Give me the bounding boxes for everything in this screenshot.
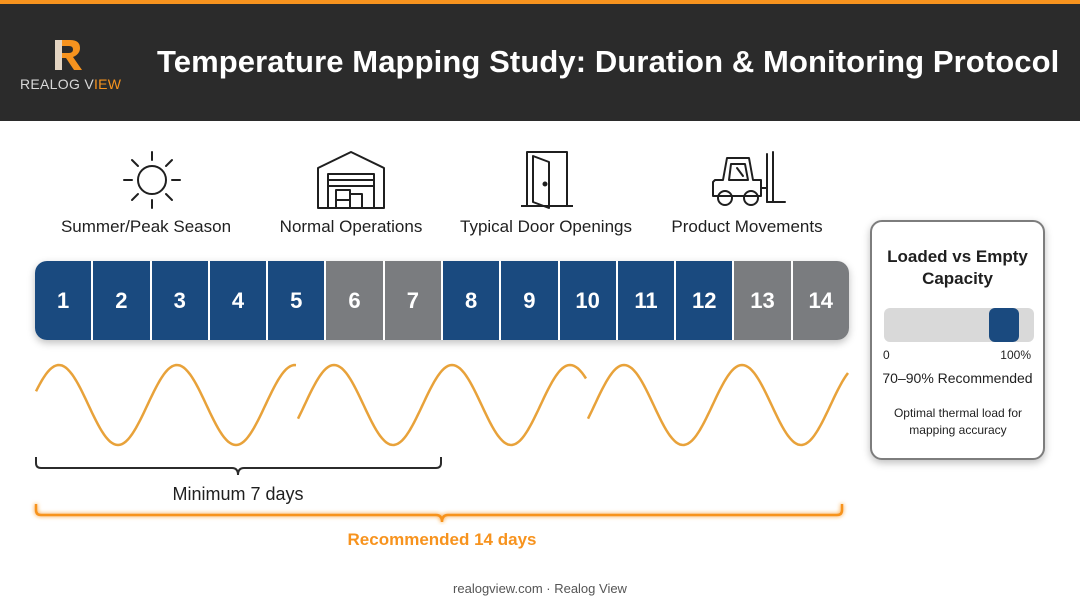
duration-brackets — [34, 457, 844, 523]
capacity-note: Optimal thermal load for mapping accurac… — [893, 406, 1023, 437]
capacity-gauge — [884, 308, 1034, 342]
day-cell: 4 — [209, 261, 269, 340]
logo-text: REALOG VIEW — [20, 76, 122, 92]
footer-credit: realogview.com · Realog View — [453, 581, 627, 596]
recommended-duration-label: Recommended 14 days — [347, 530, 537, 549]
day-cell: 8 — [442, 261, 502, 340]
warehouse-icon — [317, 151, 385, 209]
recommended-range-label: 70–90% Recommended — [882, 370, 1033, 386]
gauge-max-label: 100% — [1000, 348, 1031, 362]
feature-label-product: Product Movements — [671, 217, 823, 236]
capacity-card: Loaded vs Empty Capacity 0 100% 70–90% R… — [870, 220, 1045, 460]
day-cell: 12 — [676, 261, 735, 340]
feature-label-door: Typical Door Openings — [460, 217, 632, 236]
wave-segment-1 — [34, 363, 297, 447]
wave-segment-2 — [296, 363, 588, 447]
sun-icon — [123, 151, 181, 209]
day-cell: 2 — [93, 261, 152, 340]
header-bar: REALOG VIEW Temperature Mapping Study: D… — [0, 0, 1080, 121]
feature-label-summer: Summer/Peak Season — [60, 217, 232, 236]
feature-label-operations: Normal Operations — [279, 217, 423, 236]
capacity-card-title: Loaded vs Empty Capacity — [887, 247, 1028, 288]
door-icon — [521, 151, 573, 209]
day-cell: 9 — [501, 261, 560, 340]
logo: REALOG VIEW — [20, 38, 130, 98]
day-cell: 6 — [326, 261, 385, 340]
day-cell: 11 — [617, 261, 677, 340]
day-cell: 13 — [734, 261, 793, 340]
day-cell: 10 — [559, 261, 618, 340]
wave-segment-3 — [586, 363, 850, 447]
gauge-min-label: 0 — [883, 348, 890, 362]
minimum-bracket — [35, 457, 442, 476]
day-cell: 1 — [35, 261, 94, 340]
day-cell: 14 — [792, 261, 849, 340]
day-cell: 7 — [384, 261, 443, 340]
minimum-duration-label: Minimum 7 days — [172, 484, 304, 504]
day-cell: 3 — [151, 261, 210, 340]
temperature-wave — [34, 363, 850, 447]
recommended-bracket — [34, 504, 844, 523]
realog-logo-icon — [55, 40, 82, 70]
day-cell: 5 — [268, 261, 327, 340]
recommended-range-fill — [989, 308, 1019, 342]
page-title: Temperature Mapping Study: Duration & Mo… — [157, 44, 1060, 79]
forklift-icon — [712, 151, 786, 206]
day-timeline: 1 2 3 4 5 6 7 8 9 10 11 12 13 14 — [35, 261, 849, 340]
